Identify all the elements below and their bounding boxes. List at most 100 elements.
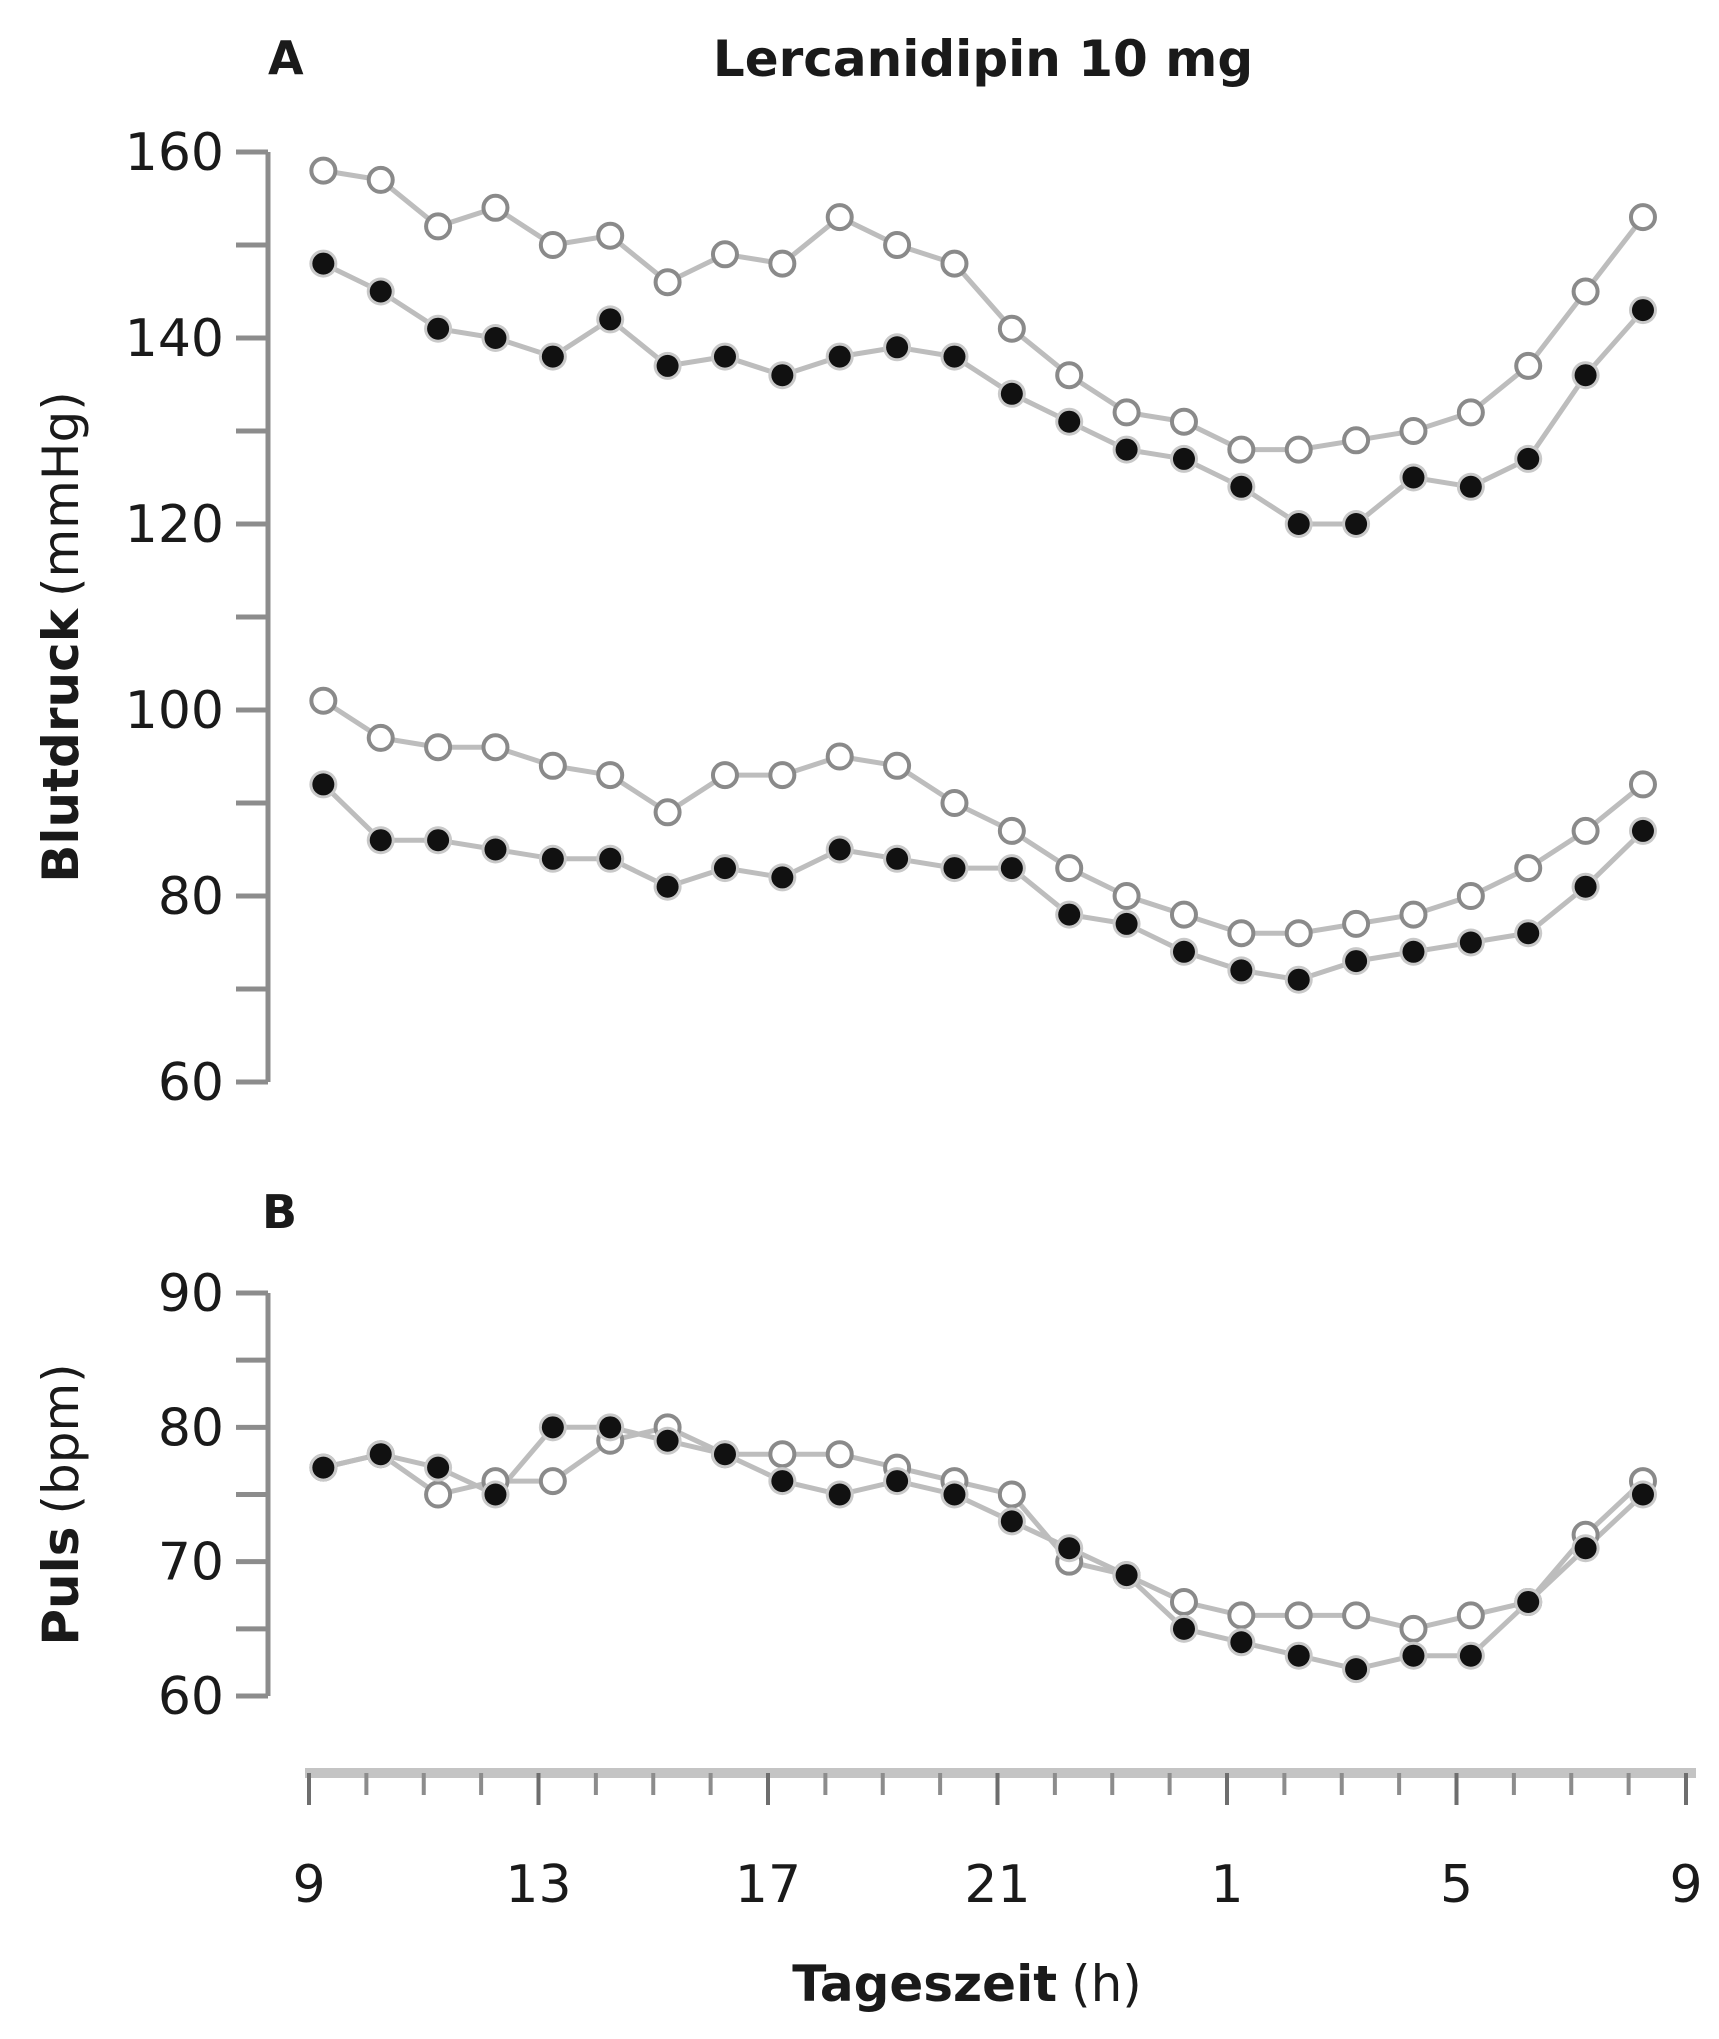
series-line-pulse-filled: [322, 1424, 1645, 1672]
panel-a-y-tick-label: 60: [158, 1053, 224, 1113]
point-systolic-open: [768, 249, 797, 278]
series-line-diastolic-open: [321, 698, 1645, 936]
point-systolic-filled: [369, 280, 392, 303]
series-line-pulse-open: [322, 1424, 1645, 1632]
point-pulse-open: [538, 1467, 567, 1496]
point-systolic-open: [309, 156, 338, 185]
panel-b-y-tick-label: 60: [158, 1667, 224, 1727]
x-tick-label: 17: [735, 1855, 801, 1915]
point-pulse-open: [1342, 1601, 1371, 1630]
panel-a-y-tick-label: 100: [125, 681, 224, 741]
point-pulse-open: [1284, 1601, 1313, 1630]
point-systolic-open: [710, 240, 739, 269]
panel-b-y-tick-label: 80: [158, 1398, 224, 1458]
point-systolic-filled: [1287, 513, 1310, 535]
point-pulse-filled: [828, 1483, 851, 1506]
point-pulse-open: [768, 1440, 797, 1469]
point-systolic-open: [1227, 435, 1256, 464]
point-diastolic-open: [1399, 900, 1428, 929]
point-diastolic-filled: [1115, 912, 1138, 935]
point-diastolic-open: [596, 761, 625, 790]
panel-b-letter: B: [262, 1185, 297, 1239]
point-diastolic-filled: [369, 829, 392, 852]
panel-a-y-axis-title-main: Blutdruck: [32, 607, 90, 882]
point-diastolic-filled: [1345, 950, 1368, 973]
point-pulse-open: [825, 1440, 854, 1469]
point-diastolic-filled: [943, 857, 966, 880]
point-diastolic-filled: [771, 866, 794, 889]
panel-a-y-tick-label: 160: [125, 123, 224, 183]
panel-b-y-tick-label: 90: [158, 1264, 224, 1324]
point-pulse-open: [1456, 1601, 1485, 1630]
point-diastolic-filled: [427, 829, 450, 852]
point-systolic-open: [1055, 361, 1084, 390]
point-pulse-filled: [886, 1470, 909, 1493]
point-systolic-filled: [599, 308, 622, 331]
point-diastolic-open: [309, 686, 338, 715]
point-diastolic-filled: [1287, 968, 1310, 991]
point-diastolic-filled: [828, 838, 851, 861]
point-systolic-open: [940, 249, 969, 278]
point-systolic-filled: [828, 345, 851, 368]
point-systolic-open: [1169, 407, 1198, 436]
point-pulse-filled: [713, 1443, 736, 1466]
point-pulse-open: [1227, 1601, 1256, 1630]
point-pulse-open: [997, 1480, 1026, 1509]
point-pulse-filled: [599, 1416, 622, 1439]
panel-a-y-tick-label: 120: [125, 495, 224, 555]
x-tick-label: 9: [1669, 1855, 1702, 1915]
point-systolic-filled: [1574, 364, 1597, 387]
point-systolic-filled: [943, 345, 966, 368]
point-diastolic-open: [481, 733, 510, 762]
point-diastolic-open: [538, 751, 567, 780]
point-diastolic-open: [1571, 816, 1600, 845]
point-diastolic-open: [825, 742, 854, 771]
point-systolic-filled: [427, 317, 450, 340]
point-systolic-filled: [1115, 438, 1138, 461]
point-systolic-filled: [1631, 299, 1654, 322]
point-pulse-open: [1169, 1587, 1198, 1616]
point-systolic-filled: [713, 345, 736, 368]
point-diastolic-open: [653, 798, 682, 827]
x-axis-title-unit: (h): [1071, 1955, 1142, 2013]
point-systolic-filled: [312, 252, 335, 275]
x-tick-label: 1: [1210, 1855, 1243, 1915]
point-pulse-filled: [484, 1483, 507, 1506]
point-systolic-open: [424, 212, 453, 241]
point-systolic-open: [1342, 426, 1371, 455]
point-diastolic-open: [1514, 854, 1543, 883]
panel-a-letter: A: [268, 31, 304, 85]
point-diastolic-filled: [1631, 819, 1654, 842]
point-pulse-filled: [1172, 1617, 1195, 1640]
point-diastolic-filled: [1459, 931, 1482, 954]
point-pulse-open: [1399, 1614, 1428, 1643]
point-systolic-open: [997, 314, 1026, 343]
point-diastolic-filled: [312, 773, 335, 796]
x-tick-label: 5: [1440, 1855, 1473, 1915]
point-diastolic-open: [940, 789, 969, 817]
point-pulse-filled: [1574, 1537, 1597, 1560]
point-diastolic-filled: [656, 875, 679, 898]
point-diastolic-open: [883, 751, 912, 780]
point-pulse-filled: [771, 1470, 794, 1493]
point-systolic-filled: [1459, 475, 1482, 498]
point-systolic-filled: [1058, 410, 1081, 433]
point-pulse-filled: [1230, 1631, 1253, 1654]
point-diastolic-open: [710, 761, 739, 790]
point-systolic-open: [1514, 351, 1543, 380]
point-systolic-open: [596, 221, 625, 250]
point-systolic-open: [825, 203, 854, 232]
point-systolic-open: [481, 193, 510, 222]
point-pulse-filled: [1058, 1537, 1081, 1560]
series-line-systolic-filled: [322, 261, 1645, 527]
panel-a-y-tick-label: 140: [125, 309, 224, 369]
point-pulse-filled: [1402, 1644, 1425, 1667]
point-systolic-open: [883, 231, 912, 259]
point-pulse-open: [424, 1480, 453, 1509]
point-diastolic-filled: [713, 857, 736, 880]
point-pulse-filled: [656, 1429, 679, 1452]
point-diastolic-filled: [1172, 940, 1195, 963]
point-diastolic-open: [1169, 900, 1198, 929]
point-pulse-filled: [1115, 1564, 1138, 1587]
